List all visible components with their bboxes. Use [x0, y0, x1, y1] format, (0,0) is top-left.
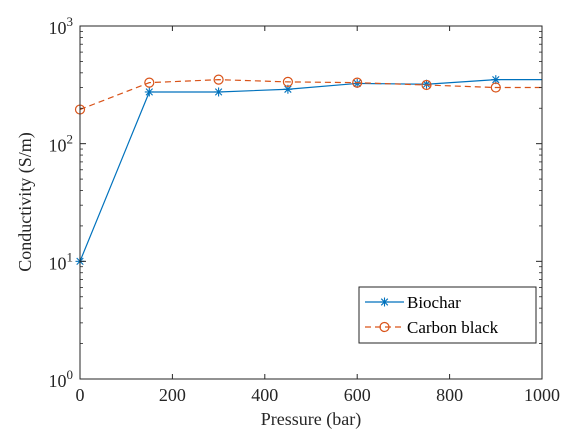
data-point-biochar-1	[144, 87, 154, 97]
legend-marker-carbon-black	[379, 321, 390, 333]
data-point-carbon-black-2	[213, 74, 224, 85]
y-tick-labels: 100 101 102 103	[49, 14, 74, 391]
data-point-biochar-5	[422, 79, 431, 89]
data-point-biochar-6	[491, 75, 501, 85]
y-tick-label: 103	[49, 14, 74, 38]
x-tick-label: 400	[251, 385, 278, 405]
data-point-carbon-black-3	[282, 76, 293, 87]
data-point-biochar-2	[214, 87, 224, 97]
x-tick-label: 200	[159, 385, 186, 405]
series-line-biochar	[79, 79, 542, 262]
legend-marker-biochar	[380, 297, 389, 307]
x-axis-label: Pressure (bar)	[261, 409, 361, 430]
legend: Biochar Carbon black	[358, 286, 537, 344]
x-tick-label: 800	[436, 385, 463, 405]
y-tick-label: 102	[49, 132, 74, 156]
y-tick-label: 100	[49, 367, 74, 391]
data-point-carbon-black-1	[144, 77, 155, 88]
y-tick-label: 101	[49, 249, 74, 273]
ticks-layer	[79, 25, 543, 380]
data-point-carbon-black-6	[490, 82, 501, 93]
legend-label-carbon-black: Carbon black	[407, 318, 499, 337]
x-tick-label: 1000	[524, 385, 560, 405]
x-tick-labels: 0 200 400 600 800 1000	[76, 385, 561, 405]
series-line-carbon-black	[79, 79, 542, 111]
legend-box	[358, 286, 537, 344]
x-tick-label: 0	[76, 385, 85, 405]
data-point-biochar-4	[352, 78, 362, 88]
data-point-carbon-black-5	[421, 79, 432, 91]
plot-frame	[79, 25, 543, 380]
data-point-carbon-black-4	[352, 77, 363, 88]
y-axis-label: Conductivity (S/m)	[15, 132, 36, 272]
legend-label-biochar: Biochar	[407, 293, 461, 312]
x-tick-label: 600	[344, 385, 371, 405]
data-point-biochar-3	[283, 84, 293, 94]
